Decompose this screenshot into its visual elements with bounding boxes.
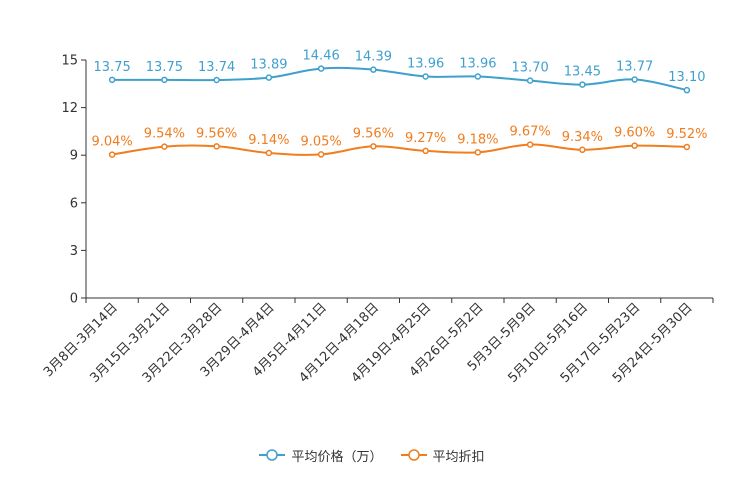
data-label: 9.60% [614, 126, 655, 141]
data-point[interactable] [317, 65, 325, 72]
y-tick-label: 6 [70, 196, 78, 211]
y-tick-label: 12 [61, 101, 78, 116]
data-label: 14.46 [303, 49, 340, 64]
chart-legend: 平均价格（万） 平均折扣 [0, 443, 744, 467]
data-label: 9.05% [300, 134, 341, 149]
data-point[interactable] [422, 147, 429, 155]
data-label: 13.75 [146, 60, 183, 75]
data-point[interactable] [108, 151, 116, 158]
data-label: 13.75 [94, 60, 131, 75]
data-label: 9.04% [91, 135, 132, 150]
legend-label-price: 平均价格（万） [291, 449, 383, 465]
data-point[interactable] [370, 66, 377, 73]
data-label: 13.10 [668, 70, 705, 85]
data-label: 9.52% [666, 127, 707, 142]
data-point[interactable] [265, 74, 273, 81]
legend-line-circle-icon [259, 449, 286, 461]
data-label: 13.96 [407, 57, 444, 72]
legend-price-marker [266, 449, 279, 461]
data-label: 14.39 [355, 50, 392, 65]
y-tick-label: 3 [70, 244, 78, 259]
data-label: 9.54% [144, 127, 185, 142]
series-line-discount [111, 143, 687, 156]
data-point[interactable] [474, 149, 482, 156]
data-point[interactable] [161, 76, 168, 84]
data-point[interactable] [213, 76, 220, 84]
data-label: 13.74 [198, 60, 235, 75]
data-point[interactable] [474, 73, 482, 80]
data-label: 9.34% [562, 130, 603, 145]
data-point[interactable] [161, 143, 168, 150]
data-point[interactable] [631, 76, 638, 83]
series-line-price [112, 66, 688, 92]
data-point[interactable] [317, 151, 325, 158]
data-point[interactable] [526, 77, 534, 84]
data-label: 9.56% [196, 126, 237, 141]
chart-axes [85, 60, 713, 299]
legend-line-circle-icon [400, 449, 427, 461]
data-label: 13.77 [616, 60, 653, 75]
chart-series [108, 65, 691, 158]
data-point[interactable] [108, 76, 116, 84]
data-label: 9.27% [405, 131, 446, 146]
x-axis-ticks: 3月8日-3月14日3月15日-3月21日3月22日-3月28日3月29日-4月… [41, 298, 714, 386]
data-label: 9.67% [509, 125, 550, 140]
data-label: 13.96 [459, 57, 496, 72]
data-label: 13.89 [250, 58, 287, 73]
legend-item-price[interactable]: 平均价格（万） [259, 446, 383, 465]
data-point[interactable] [579, 146, 586, 154]
legend-label-discount: 平均折扣 [432, 449, 485, 465]
y-axis-ticks: 0 3 6 9 12 15 [61, 54, 86, 307]
data-point[interactable] [526, 141, 534, 148]
data-point[interactable] [683, 143, 691, 151]
data-point[interactable] [422, 73, 429, 80]
data-point[interactable] [265, 149, 273, 157]
legend-item-discount[interactable]: 平均折扣 [400, 446, 485, 465]
data-label: 9.14% [248, 133, 289, 148]
y-tick-label: 9 [70, 149, 78, 164]
y-tick-label: 0 [70, 292, 78, 307]
data-label: 13.45 [564, 65, 601, 80]
data-point[interactable] [370, 143, 377, 150]
data-point[interactable] [631, 142, 638, 149]
data-point[interactable] [683, 86, 691, 94]
data-point[interactable] [579, 81, 586, 88]
y-tick-label: 15 [61, 54, 78, 69]
data-label: 9.56% [353, 126, 394, 141]
data-labels: 13.75 13.75 13.74 13.89 14.46 14.39 13.96 13.96… [91, 49, 707, 150]
data-point[interactable] [213, 143, 220, 150]
legend-discount-marker [407, 449, 420, 461]
data-label: 13.70 [512, 61, 549, 76]
data-label: 9.18% [457, 132, 498, 147]
